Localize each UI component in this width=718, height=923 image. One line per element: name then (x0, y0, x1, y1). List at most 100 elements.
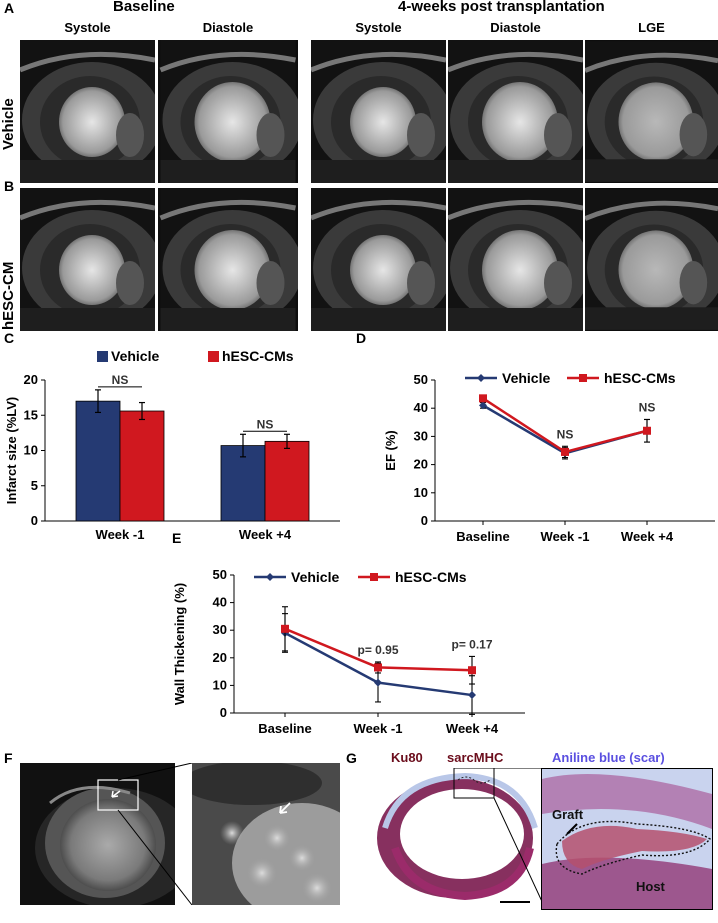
bar-2-1 (119, 410, 165, 522)
post-transplant-title: 4-weeks post transplantation (398, 0, 605, 15)
arrow-icon (111, 790, 121, 798)
col-header-baseline-systole: Systole (64, 20, 111, 35)
mri-image-r2-c1 (20, 188, 155, 331)
bar-1-1 (75, 400, 121, 522)
host-label: Host (636, 879, 665, 894)
chart-e: Vehicle hESC-CMs 0 10 20 30 40 50 Wall Thickenin… (172, 567, 525, 736)
col-header-post-diastole: Diastole (490, 20, 541, 35)
panel-label-g: G (346, 750, 357, 766)
y-tick-label: 30 (414, 428, 428, 443)
legend-marker-1 (266, 573, 274, 581)
significance-label: NS (257, 417, 274, 431)
mri-graphic (448, 40, 583, 183)
y-tick-label: 0 (421, 513, 428, 528)
mri-image-r1-c1 (20, 40, 155, 183)
significance-label: NS (112, 373, 129, 387)
row-header-vehicle: Vehicle (0, 98, 17, 150)
y-axis-label: Infarct size (%LV) (4, 397, 19, 504)
col-header-lge: LGE (638, 20, 665, 35)
mri-image-r2-c5 (585, 188, 718, 331)
point-2-3 (468, 666, 476, 675)
y-tick-label: 40 (213, 595, 227, 610)
mri-graphic (448, 188, 583, 331)
row-header-hesc-cm: hESC-CM (0, 261, 17, 330)
panel-label-c: C (4, 330, 15, 346)
histology-zoom: Graft Host (541, 768, 713, 910)
mri-image-r1-c4 (448, 40, 583, 183)
stain-aniline-blue: Aniline blue (scar) (552, 750, 665, 765)
y-axis-label: Wall Thickening (%) (172, 583, 187, 705)
x-tick-label: Week +4 (239, 527, 292, 542)
y-tick-label: 50 (213, 567, 227, 582)
significance-label: NS (557, 427, 574, 441)
stain-sarcmhc: sarcMHC (447, 750, 504, 765)
mri-graphic (20, 188, 155, 331)
bar-2-2 (264, 440, 310, 522)
mri-image-r2-c3 (311, 188, 446, 331)
x-tick-label: Week -1 (354, 721, 403, 736)
significance-label: p= 0.95 (357, 643, 398, 657)
y-tick-label: 5 (31, 478, 38, 493)
mri-graphic (311, 188, 446, 331)
mri-graphic (20, 40, 155, 183)
mri-graphic (159, 188, 298, 331)
legend-label-2: hESC-CMs (222, 348, 294, 364)
significance-label: p= 0.17 (451, 637, 492, 651)
y-tick-label: 50 (414, 372, 428, 387)
legend-label-2: hESC-CMs (604, 370, 676, 386)
mri-image-r2-c2 (158, 188, 298, 331)
y-tick-label: 20 (213, 650, 227, 665)
significance-label: NS (639, 400, 656, 414)
y-tick-label: 0 (220, 705, 227, 720)
point-2-3 (643, 426, 651, 435)
legend-marker-2 (370, 573, 378, 581)
point-1-1 (479, 401, 487, 410)
panel-label-d: D (356, 330, 367, 346)
lge-zoom-image (192, 763, 340, 905)
lge-image (20, 763, 175, 905)
stain-ku80: Ku80 (391, 750, 423, 765)
panel-label-b: B (4, 178, 15, 194)
panel-label-e: E (172, 530, 182, 546)
point-1-2 (374, 678, 382, 687)
y-tick-label: 40 (414, 400, 428, 415)
y-tick-label: 10 (24, 443, 38, 458)
col-header-post-systole: Systole (355, 20, 402, 35)
x-tick-label: Week +4 (446, 721, 499, 736)
histology-zoom-graphic (542, 774, 712, 909)
x-tick-label: Week -1 (96, 527, 145, 542)
zoom-lines (117, 763, 193, 905)
y-tick-label: 15 (24, 407, 38, 422)
mri-graphic (311, 40, 446, 183)
panel-label-a: A (4, 0, 15, 16)
legend-label-1: Vehicle (502, 370, 550, 386)
chart-c: Vehicle hESC-CMs 0 5 10 15 20 Infarct size (%LV… (4, 348, 340, 542)
y-axis-label: EF (%) (383, 430, 398, 470)
y-tick-label: 0 (31, 513, 38, 528)
mri-image-r1-c5 (585, 40, 718, 183)
mri-image-r1-c2 (158, 40, 298, 183)
histology-section (377, 768, 545, 908)
x-tick-label: Week -1 (541, 529, 590, 544)
baseline-title: Baseline (113, 0, 175, 15)
legend-label-1: Vehicle (291, 569, 339, 585)
x-tick-label: Week +4 (621, 529, 674, 544)
col-header-baseline-diastole: Diastole (202, 20, 254, 35)
panel-label-f: F (4, 750, 13, 766)
y-tick-label: 10 (213, 677, 227, 692)
mri-graphic (585, 41, 718, 182)
histology-zoom-box (453, 768, 495, 799)
point-2-1 (479, 394, 487, 403)
bar-1-2 (220, 445, 266, 522)
arrow-icon-zoom (279, 802, 291, 814)
lge-zoom-graphic (192, 763, 340, 905)
y-tick-label: 20 (414, 457, 428, 472)
legend-marker-1 (477, 374, 485, 382)
legend-swatch-2 (208, 351, 219, 362)
lge-image-graphic (20, 763, 175, 905)
point-2-2 (374, 663, 382, 672)
point-1-3 (468, 691, 476, 700)
legend-marker-2 (579, 374, 587, 382)
x-tick-label: Baseline (456, 529, 509, 544)
